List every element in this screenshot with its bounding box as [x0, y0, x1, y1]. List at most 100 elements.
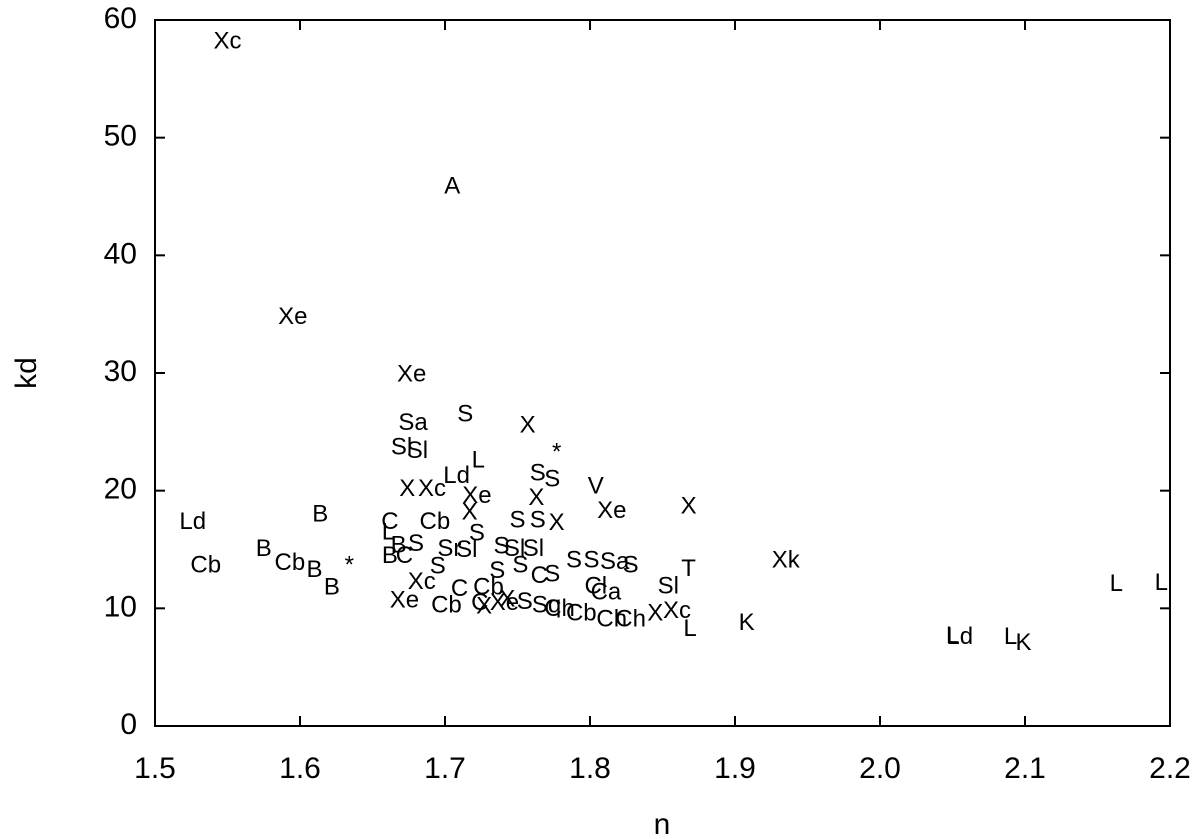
point-label: *: [345, 551, 354, 578]
point-label: L: [472, 447, 485, 474]
point-label: L: [683, 615, 696, 642]
point-label: Ca: [591, 578, 622, 605]
point-label: Sa: [398, 409, 428, 436]
point-label: L: [382, 518, 395, 545]
y-tick-label: 60: [104, 2, 137, 35]
point-label: L: [1155, 569, 1168, 596]
point-label: Xe: [462, 482, 491, 509]
y-tick-label: 10: [104, 590, 137, 623]
point-label: Cb: [420, 508, 451, 535]
point-label: B: [382, 542, 398, 569]
point-label: S: [457, 401, 473, 428]
point-label: X: [647, 600, 663, 627]
point-label: Ld: [443, 462, 470, 489]
point-label: S: [544, 465, 560, 492]
point-label: Ch: [615, 605, 646, 632]
x-tick-label: 2.1: [1004, 752, 1046, 785]
point-label: L: [1110, 570, 1123, 597]
point-label: C: [451, 575, 468, 602]
point-label: B: [256, 535, 272, 562]
point-label: Cb: [566, 600, 597, 627]
point-label: Xe: [397, 361, 426, 388]
point-label: Sl: [504, 535, 525, 562]
point-label: A: [444, 172, 460, 199]
x-axis-label: n: [654, 808, 671, 839]
point-label: Xe: [597, 497, 626, 524]
point-label: Sl: [407, 437, 428, 464]
point-label: C: [531, 562, 548, 589]
point-label: V: [588, 472, 604, 499]
point-label: C: [471, 589, 488, 616]
point-label: S: [430, 552, 446, 579]
point-label: X: [549, 509, 565, 536]
x-tick-label: 2.0: [859, 752, 901, 785]
x-tick-label: 2.2: [1149, 752, 1191, 785]
point-label: K: [739, 609, 755, 636]
point-label: X: [681, 492, 697, 519]
point-label: X: [399, 475, 415, 502]
y-tick-label: 0: [120, 708, 137, 741]
y-tick-label: 40: [104, 237, 137, 270]
point-label: S: [509, 507, 525, 534]
point-label: Xc: [663, 597, 691, 624]
point-label: Xc: [418, 475, 446, 502]
point-label: Ch: [596, 605, 627, 632]
point-label: Cl: [584, 572, 607, 599]
point-label: S: [623, 551, 639, 578]
point-label: K: [1016, 629, 1032, 656]
point-label: Sl: [456, 536, 477, 563]
point-label: X: [499, 585, 515, 612]
x-tick-label: 1.5: [134, 752, 176, 785]
point-label: S: [566, 547, 582, 574]
point-label: Ld: [946, 623, 973, 650]
point-label: L: [946, 622, 959, 649]
point-label: Ch: [544, 595, 575, 622]
x-tick-label: 1.6: [279, 752, 321, 785]
point-label: T: [681, 555, 696, 582]
x-tick-label: 1.9: [714, 752, 756, 785]
point-label: Sq: [532, 591, 561, 618]
point-label: Cb: [275, 549, 306, 576]
point-label: S: [530, 507, 546, 534]
point-label: S: [408, 530, 424, 557]
point-label: X: [520, 411, 536, 438]
point-label: S: [517, 588, 533, 615]
point-label: S: [494, 532, 510, 559]
point-label: Sa: [600, 548, 630, 575]
point-label: Ld: [179, 508, 206, 535]
point-label: *: [552, 438, 561, 465]
point-label: X: [462, 498, 478, 525]
point-label: Xk: [772, 547, 801, 574]
point-label: C: [381, 508, 398, 535]
point-label: Sl: [658, 572, 679, 599]
point-label: Xc: [213, 28, 241, 55]
x-tick-label: 1.8: [569, 752, 611, 785]
point-label: Xe: [490, 589, 519, 616]
point-label: B: [312, 501, 328, 528]
point-label: Sl: [523, 535, 544, 562]
point-label: S: [512, 551, 528, 578]
point-label: S: [489, 557, 505, 584]
point-label: Xe: [390, 587, 419, 614]
point-label: B: [324, 574, 340, 601]
point-label: B: [306, 556, 322, 583]
point-label: L: [1004, 623, 1017, 650]
point-label: Xe: [278, 303, 307, 330]
point-label: Cb: [190, 551, 221, 578]
y-tick-label: 50: [104, 120, 137, 153]
point-label: B: [391, 531, 407, 558]
point-label: Sl: [391, 434, 412, 461]
point-label: Sr: [437, 535, 461, 562]
point-label: X: [528, 484, 544, 511]
point-label: C: [396, 542, 413, 569]
point-label: S: [530, 460, 546, 487]
point-label: Cb: [431, 591, 462, 618]
y-tick-label: 30: [104, 355, 137, 388]
y-axis-label: kd: [10, 357, 43, 389]
point-label: X: [476, 593, 492, 620]
point-label: Xc: [408, 568, 436, 595]
x-tick-label: 1.7: [424, 752, 466, 785]
y-tick-label: 20: [104, 473, 137, 506]
